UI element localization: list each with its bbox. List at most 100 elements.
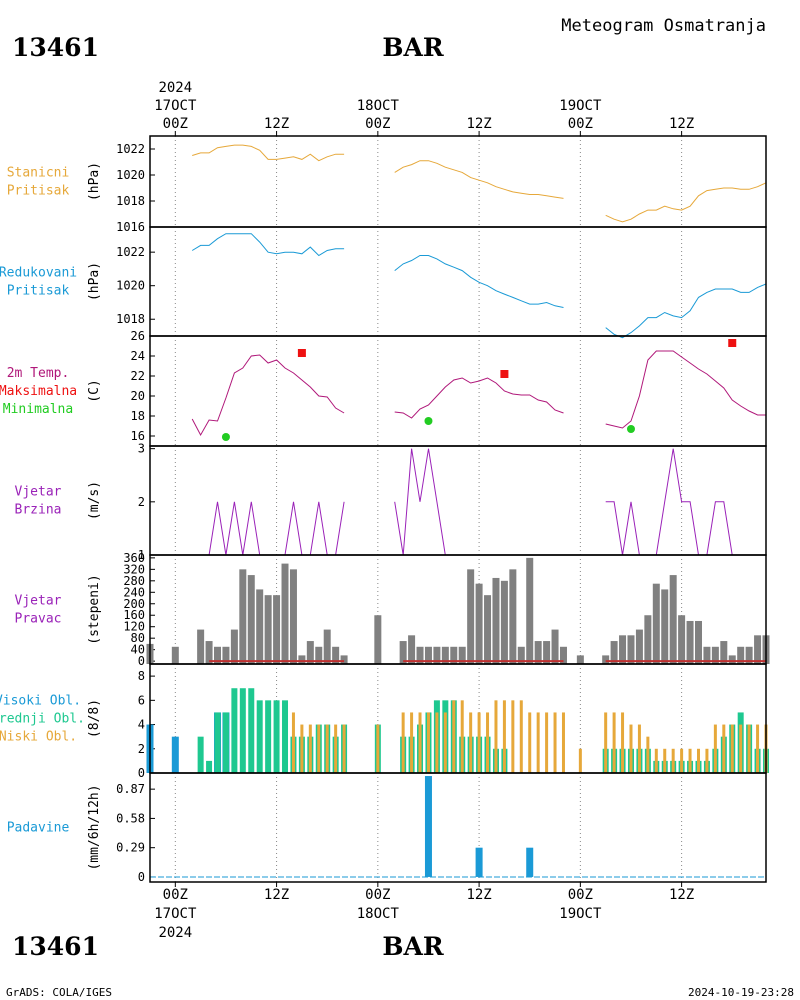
footer-timestamp: 2024-10-19-23:28 bbox=[688, 986, 794, 999]
x-hour-label-bottom: 12Z bbox=[669, 887, 694, 903]
cloud-low-bar bbox=[747, 724, 751, 773]
cloud-low-bar bbox=[435, 712, 439, 773]
wind-dir-bar bbox=[399, 641, 407, 664]
wind-dir-bar bbox=[205, 641, 213, 664]
cloud-low-bar bbox=[494, 700, 498, 773]
wind-dir-bar bbox=[559, 646, 567, 664]
panel-label: Brzina bbox=[15, 503, 62, 518]
x-hour-label-top: 12Z bbox=[466, 116, 491, 132]
cloud-low-bar bbox=[545, 712, 549, 773]
wind-dir-bar bbox=[728, 655, 736, 664]
cloud-low-bar bbox=[291, 712, 295, 773]
cloud-low-bar bbox=[646, 736, 650, 773]
x-hour-label-bottom: 00Z bbox=[365, 887, 390, 903]
wind-dir-bar bbox=[551, 629, 559, 664]
y-unit-label: (mm/6h/12h) bbox=[87, 784, 102, 870]
panel-label: Niski Obl. bbox=[0, 730, 77, 745]
wind-dir-bar bbox=[475, 583, 483, 664]
x-year-label-bottom: 2024 bbox=[158, 925, 192, 941]
panel-wind_speed: 1 2 3 (m/s) Vjetar Brzina bbox=[15, 442, 767, 562]
wind-dir-bar bbox=[526, 557, 534, 664]
wind-dir-bar bbox=[492, 577, 500, 664]
y-unit-label: (hPa) bbox=[87, 262, 102, 301]
wind-dir-bar bbox=[711, 646, 719, 664]
y-tick-label: 2 bbox=[138, 742, 145, 756]
y-tick-label: 0.29 bbox=[116, 841, 145, 855]
cloud-low-bar bbox=[317, 724, 321, 773]
y-tick-label: 200 bbox=[123, 597, 145, 611]
cloud-low-bar bbox=[460, 700, 464, 773]
x-day-label-bottom: 19OCT bbox=[559, 906, 602, 922]
cloud-low-bar bbox=[604, 712, 608, 773]
cloud-low-bar bbox=[452, 700, 456, 773]
y-tick-label: 80 bbox=[131, 631, 145, 645]
y-tick-label: 1020 bbox=[116, 168, 145, 182]
wind-dir-bar bbox=[703, 646, 711, 664]
x-hour-label-bottom: 00Z bbox=[568, 887, 593, 903]
y-tick-label: 0 bbox=[138, 870, 145, 884]
x-hour-label-bottom: 12Z bbox=[264, 887, 289, 903]
cloud-low-bar bbox=[519, 700, 523, 773]
cloud-low-bar bbox=[528, 712, 532, 773]
wind-dir-bar bbox=[332, 646, 340, 664]
cloud-low-bar bbox=[376, 724, 380, 773]
y-tick-label: 0.87 bbox=[116, 782, 145, 796]
cloud-mid-bar bbox=[282, 700, 289, 773]
y-unit-label: (hPa) bbox=[87, 162, 102, 201]
y-tick-label: 120 bbox=[123, 620, 145, 634]
wind-dir-bar bbox=[197, 629, 205, 664]
cloud-mid-bar bbox=[197, 736, 204, 773]
tmin-marker bbox=[424, 417, 433, 425]
tmax-marker bbox=[728, 339, 737, 347]
wind-dir-bar bbox=[416, 646, 424, 664]
wind-dir-bar bbox=[644, 615, 652, 664]
panel-label: Pritisak bbox=[7, 184, 70, 199]
cloud-low-bar bbox=[680, 748, 684, 773]
wind-dir-bar bbox=[745, 646, 753, 664]
cloud-mid-bar bbox=[231, 688, 238, 773]
station-name-bottom: BAR bbox=[382, 932, 444, 961]
cloud-mid-bar bbox=[248, 688, 255, 773]
y-unit-label: (C) bbox=[87, 379, 102, 402]
cloud-high-bar bbox=[171, 736, 179, 773]
cloud-mid-bar bbox=[256, 700, 263, 773]
wind-speed-line-segment bbox=[200, 501, 345, 556]
temperature-line-segment bbox=[191, 354, 345, 437]
wind-dir-bar bbox=[247, 575, 255, 664]
panel-label: Srednji Obl. bbox=[0, 712, 85, 727]
cloud-mid-bar bbox=[239, 688, 246, 773]
wind-dir-bar bbox=[306, 641, 314, 664]
cloud-low-bar bbox=[300, 724, 304, 773]
sea-pressure-line-segment bbox=[394, 255, 564, 308]
wind-dir-bar bbox=[323, 629, 331, 664]
wind-dir-bar bbox=[298, 655, 306, 664]
wind-dir-bar bbox=[694, 620, 702, 664]
wind-dir-bar bbox=[264, 595, 272, 664]
panel-station_pressure: 1016 1018 1020 1022 (hPa) Stanicni Pritisak bbox=[7, 135, 767, 234]
wind-dir-bar bbox=[754, 635, 762, 664]
y-tick-label: 26 bbox=[131, 329, 145, 343]
panel-frame bbox=[149, 226, 767, 337]
cloud-low-bar bbox=[637, 724, 641, 773]
panel-frame bbox=[149, 335, 767, 447]
wind-speed-line-segment bbox=[394, 448, 564, 556]
y-tick-label: 240 bbox=[123, 585, 145, 599]
precip-bar bbox=[526, 847, 534, 877]
y-unit-label: (8/8) bbox=[87, 699, 102, 738]
wind-dir-bar bbox=[661, 589, 669, 664]
cloud-low-bar bbox=[426, 712, 430, 773]
cloud-low-bar bbox=[705, 748, 709, 773]
tmin-marker bbox=[221, 433, 230, 441]
wind-dir-bar bbox=[239, 569, 247, 664]
y-tick-label: 1022 bbox=[116, 245, 145, 259]
temperature-line-segment bbox=[394, 377, 564, 419]
y-tick-label: 1016 bbox=[116, 220, 145, 234]
wind-dir-bar bbox=[543, 641, 551, 664]
wind-dir-bar bbox=[408, 635, 416, 664]
wind-dir-bar bbox=[669, 575, 677, 664]
y-tick-label: 16 bbox=[131, 429, 145, 443]
panel-label: Vjetar bbox=[15, 594, 62, 609]
cloud-low-bar bbox=[578, 748, 582, 773]
